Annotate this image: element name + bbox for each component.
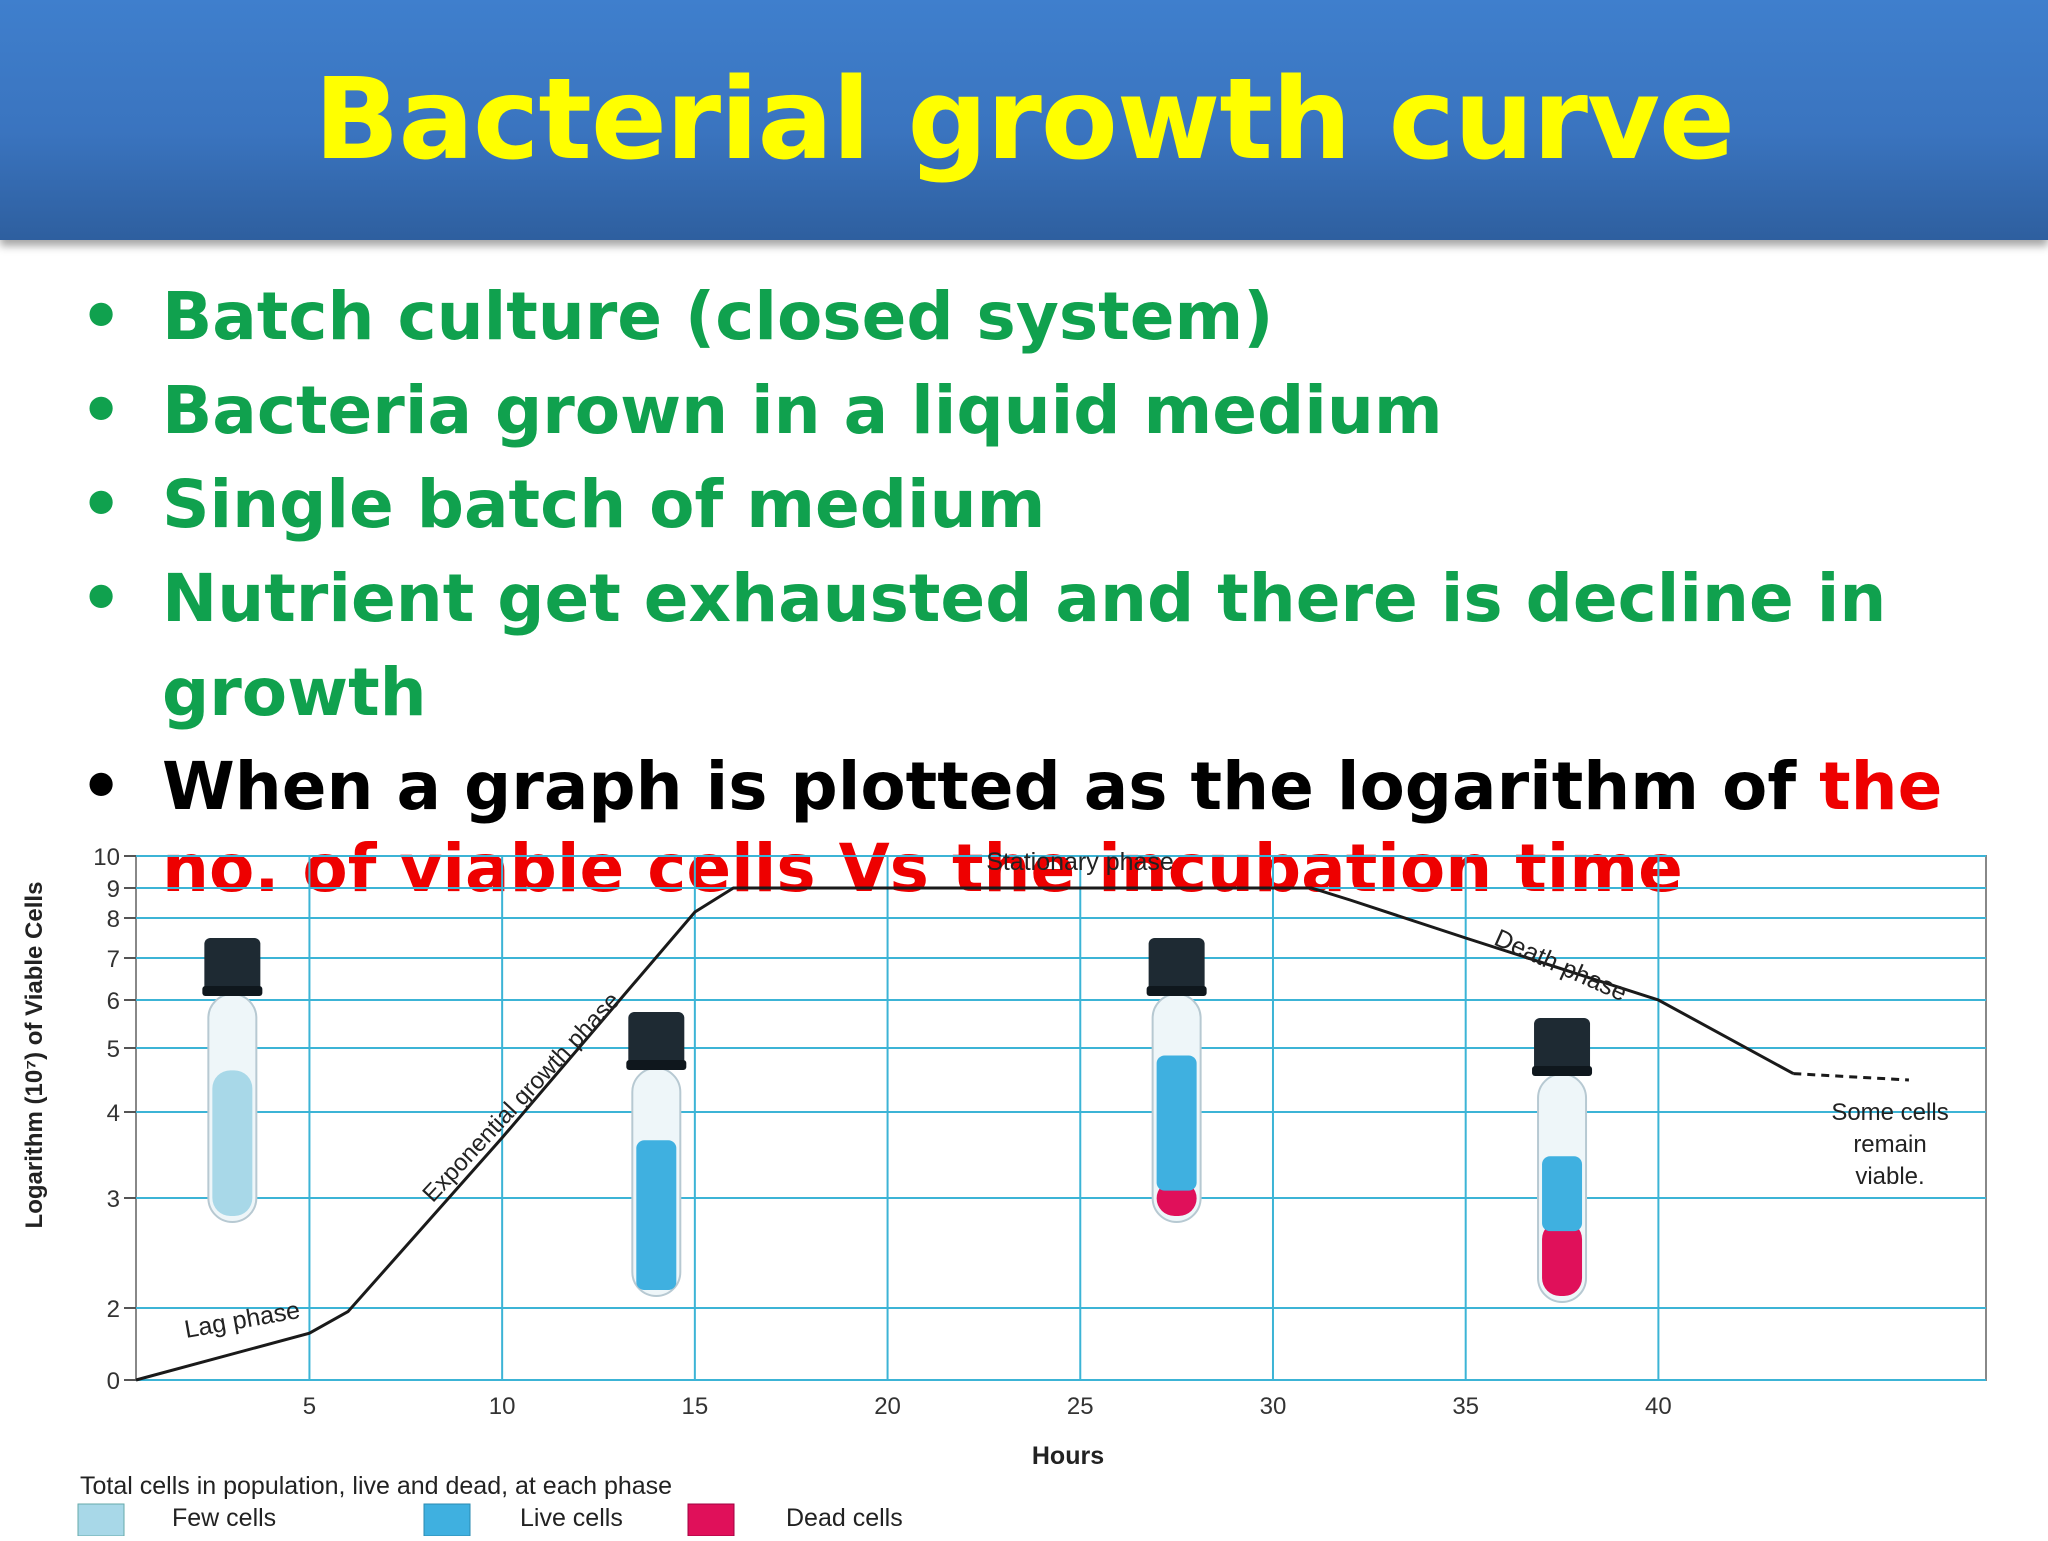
bullet-item: • Batch culture (closed system): [80, 270, 2000, 364]
legend: Total cells in population, live and dead…: [78, 1472, 903, 1536]
tube-live-cells: [1542, 1156, 1582, 1231]
y-tick-label: 0: [107, 1368, 120, 1395]
remain-label-3: viable.: [1855, 1163, 1924, 1190]
tube-live-cells: [1157, 1055, 1197, 1190]
death-phase-label: Death phase: [1490, 924, 1631, 1007]
slide-title: Bacterial growth curve: [314, 55, 1734, 185]
remain-label-2: remain: [1853, 1131, 1926, 1158]
legend-label-live: Live cells: [520, 1504, 623, 1532]
test-tube: [1532, 1018, 1592, 1302]
tube-cap: [204, 938, 260, 994]
test-tubes: [202, 938, 1592, 1302]
lag-phase-label: Lag phase: [182, 1296, 302, 1344]
legend-label-dead: Dead cells: [786, 1504, 903, 1532]
y-tick-label: 3: [107, 1186, 120, 1213]
bullet-dot: •: [80, 458, 120, 552]
test-tube: [202, 938, 262, 1222]
y-tick-label: 7: [107, 946, 120, 973]
x-tick-label: 20: [874, 1393, 901, 1420]
x-tick-label: 30: [1260, 1393, 1287, 1420]
legend-swatch-few: [78, 1504, 124, 1536]
remain-label-1: Some cells: [1831, 1099, 1948, 1126]
bullet-list: • Batch culture (closed system) • Bacteria…: [80, 270, 2000, 910]
tube-cap-rim: [1532, 1066, 1592, 1076]
bullet-dot: •: [80, 364, 120, 458]
y-tick-label: 6: [107, 988, 120, 1015]
bullet-text: Single batch of medium: [162, 466, 1045, 543]
tube-live-cells: [636, 1140, 676, 1290]
tube-cap-rim: [202, 986, 262, 996]
bullet-text: Nutrient get exhausted and there is decl…: [162, 560, 1886, 731]
legend-swatch-dead: [688, 1504, 734, 1536]
tube-cap: [1149, 938, 1205, 994]
growth-curve: [136, 888, 1909, 1380]
test-tube: [626, 1012, 686, 1296]
test-tube: [1147, 938, 1207, 1222]
y-tick-label: 2: [107, 1296, 120, 1323]
stationary-phase-label: Stationary phase: [986, 848, 1174, 876]
bullet-text: Bacteria grown in a liquid medium: [162, 372, 1443, 449]
bullet-dot: •: [80, 270, 120, 364]
x-tick-label: 15: [682, 1393, 709, 1420]
tick-labels: 0 2 3 4 5 6 7 8 9 10 5 10 15 20 25 30 35 40: [93, 844, 1671, 1420]
tube-cap: [1534, 1018, 1590, 1074]
y-tick-label: 5: [107, 1036, 120, 1063]
title-bar: Bacterial growth curve: [0, 0, 2048, 240]
legend-caption: Total cells in population, live and dead…: [80, 1472, 672, 1500]
bullet-dot: •: [80, 746, 120, 828]
tube-dead-cells: [1542, 1221, 1582, 1296]
x-tick-label: 25: [1067, 1393, 1094, 1420]
x-tick-label: 40: [1645, 1393, 1672, 1420]
x-axis-label: Hours: [1032, 1442, 1104, 1470]
x-tick-label: 5: [303, 1393, 316, 1420]
x-tick-label: 35: [1452, 1393, 1479, 1420]
tube-few-cells: [212, 1070, 252, 1216]
chart-svg: 0 2 3 4 5 6 7 8 9 10 5 10 15 20 25 30 35 40 Lag phase Exp…: [0, 840, 2048, 1536]
x-tick-label: 10: [489, 1393, 516, 1420]
y-tick-label: 9: [107, 876, 120, 903]
plot-frame: [136, 856, 1986, 1380]
tube-cap: [628, 1012, 684, 1068]
legend-swatch-live: [424, 1504, 470, 1536]
growth-curve-chart: 0 2 3 4 5 6 7 8 9 10 5 10 15 20 25 30 35 40 Lag phase Exp…: [0, 840, 2048, 1536]
y-axis-label: Logarithm (10⁷) of Viable Cells: [21, 882, 48, 1229]
bullet-item: • Single batch of medium: [80, 458, 2000, 552]
y-tick-label: 10: [93, 844, 120, 871]
tube-cap-rim: [626, 1060, 686, 1070]
growth-curve-dashed-extension: [1793, 1074, 1909, 1080]
grid: [136, 856, 1986, 1380]
bullet-item: • Nutrient get exhausted and there is dec…: [80, 552, 2000, 740]
exponential-phase-label: Exponential growth phase: [417, 987, 625, 1207]
bullet-text: Batch culture (closed system): [162, 278, 1273, 355]
bullet-text-black: When a graph is plotted as the logarithm…: [162, 748, 1819, 825]
y-tick-label: 8: [107, 906, 120, 933]
y-tick-label: 4: [107, 1100, 120, 1127]
legend-label-few: Few cells: [172, 1504, 276, 1532]
tube-cap-rim: [1147, 986, 1207, 996]
bullet-item: • Bacteria grown in a liquid medium: [80, 364, 2000, 458]
bullet-dot: •: [80, 552, 120, 646]
